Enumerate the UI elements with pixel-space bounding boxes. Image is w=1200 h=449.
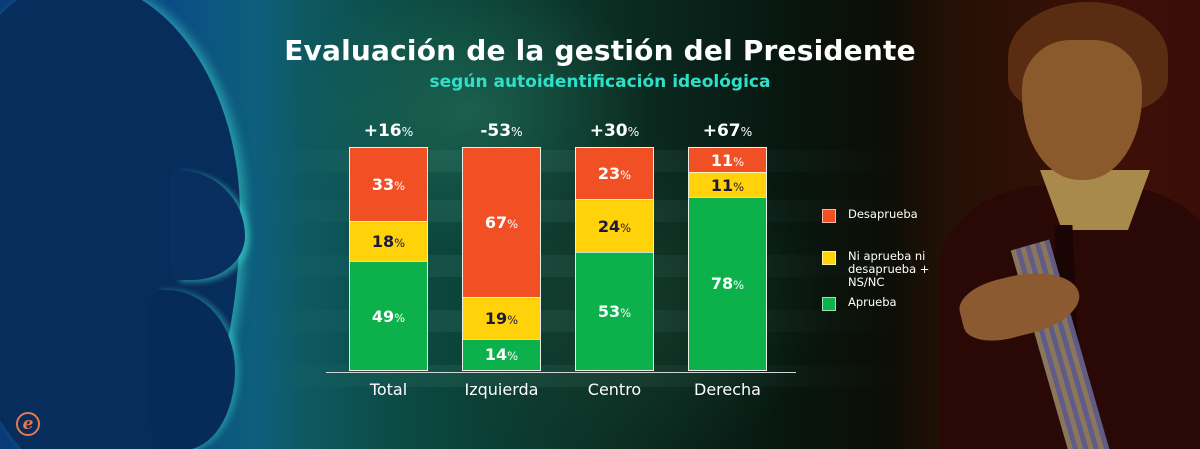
net-balance-label: +16% [363, 121, 414, 141]
bar-segment-aprueba: 14% [463, 338, 540, 370]
bar-segment-neutral: 19% [463, 296, 540, 339]
legend-label: Aprueba [848, 295, 897, 309]
x-tick-label: Izquierda [464, 380, 539, 399]
data-label: 18% [371, 232, 406, 252]
data-label: 23% [597, 164, 632, 184]
data-label: 67% [484, 212, 519, 232]
data-label: 33% [371, 175, 406, 195]
bar-segment-neutral: 24% [576, 199, 653, 253]
legend-swatch [822, 251, 836, 265]
bar-total: 33% 18% 49% [349, 147, 428, 371]
e-logo-icon: e [16, 412, 40, 436]
left-portrait-photo [0, 0, 300, 449]
data-label: 14% [484, 345, 519, 365]
bar-segment-desaprueba: 23% [576, 148, 653, 200]
net-balance-label: +67% [702, 121, 753, 141]
data-label: 19% [484, 308, 519, 328]
x-tick-label: Total [369, 380, 408, 399]
net-balance-label: +30% [589, 121, 640, 141]
data-label: 11% [710, 150, 745, 170]
right-portrait-photo [900, 0, 1200, 449]
data-label: 78% [710, 274, 745, 294]
bar-segment-aprueba: 49% [350, 261, 427, 370]
chart-title: Evaluación de la gestión del Presidente [284, 34, 916, 67]
bar-izquierda: 67% 19% 14% [462, 147, 541, 371]
data-label: 11% [710, 175, 745, 195]
bar-segment-desaprueba: 67% [463, 148, 540, 297]
chart-subtitle: según autoidentificación ideológica [429, 72, 771, 92]
bar-derecha: 11% 11% 78% [688, 147, 767, 371]
bar-centro: 23% 24% 53% [575, 147, 654, 371]
x-axis-baseline [326, 372, 796, 373]
legend-item-desaprueba: Desaprueba [822, 208, 958, 223]
legend-item-aprueba: Aprueba [822, 296, 958, 311]
legend-swatch [822, 209, 836, 223]
data-label: 53% [597, 302, 632, 322]
bar-segment-aprueba: 53% [576, 252, 653, 370]
legend-swatch [822, 297, 836, 311]
data-label: 24% [597, 216, 632, 236]
bar-segment-neutral: 11% [689, 172, 766, 197]
legend-label: Desaprueba [848, 207, 918, 221]
bar-segment-aprueba: 78% [689, 196, 766, 370]
bar-segment-desaprueba: 11% [689, 148, 766, 173]
legend-label: Ni aprueba ni desaprueba + NS/NC [848, 249, 930, 289]
x-tick-label: Derecha [694, 380, 761, 399]
data-label: 49% [371, 306, 406, 326]
legend-item-neutral: Ni aprueba ni desaprueba + NS/NC [822, 250, 958, 289]
bar-segment-neutral: 18% [350, 221, 427, 262]
x-tick-label: Centro [587, 380, 642, 399]
bar-segment-desaprueba: 33% [350, 148, 427, 222]
net-balance-label: -53% [480, 121, 523, 141]
